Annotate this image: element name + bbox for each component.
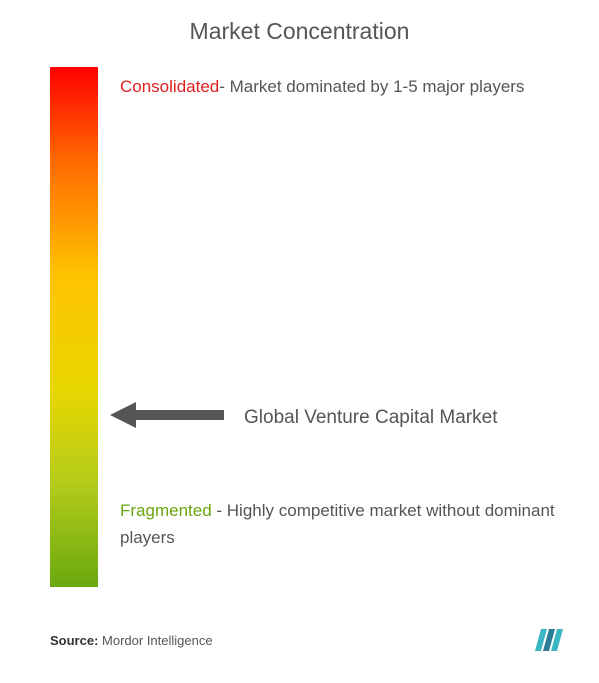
chart-title: Market Concentration: [0, 0, 599, 45]
chart-footer: Source: Mordor Intelligence: [50, 627, 569, 653]
mordor-logo-icon: [533, 627, 569, 653]
source-text: Source: Mordor Intelligence: [50, 633, 213, 648]
concentration-gradient-bar: [50, 67, 98, 587]
chart-body: Consolidated- Market dominated by 1-5 ma…: [0, 67, 599, 587]
marker-label: Global Venture Capital Market: [244, 407, 497, 429]
fragmented-label: Fragmented: [120, 501, 212, 520]
fragmented-annotation: Fragmented - Highly competitive market w…: [120, 497, 579, 551]
marker-row: Global Venture Capital Market: [110, 400, 589, 435]
marker-arrow-icon: [110, 400, 230, 435]
consolidated-annotation: Consolidated- Market dominated by 1-5 ma…: [120, 73, 579, 100]
consolidated-label: Consolidated: [120, 77, 219, 96]
consolidated-description: - Market dominated by 1-5 major players: [219, 77, 524, 96]
source-name: Mordor Intelligence: [102, 633, 213, 648]
source-label: Source:: [50, 633, 98, 648]
chart-container: Market Concentration Consolidated- Marke…: [0, 0, 599, 683]
